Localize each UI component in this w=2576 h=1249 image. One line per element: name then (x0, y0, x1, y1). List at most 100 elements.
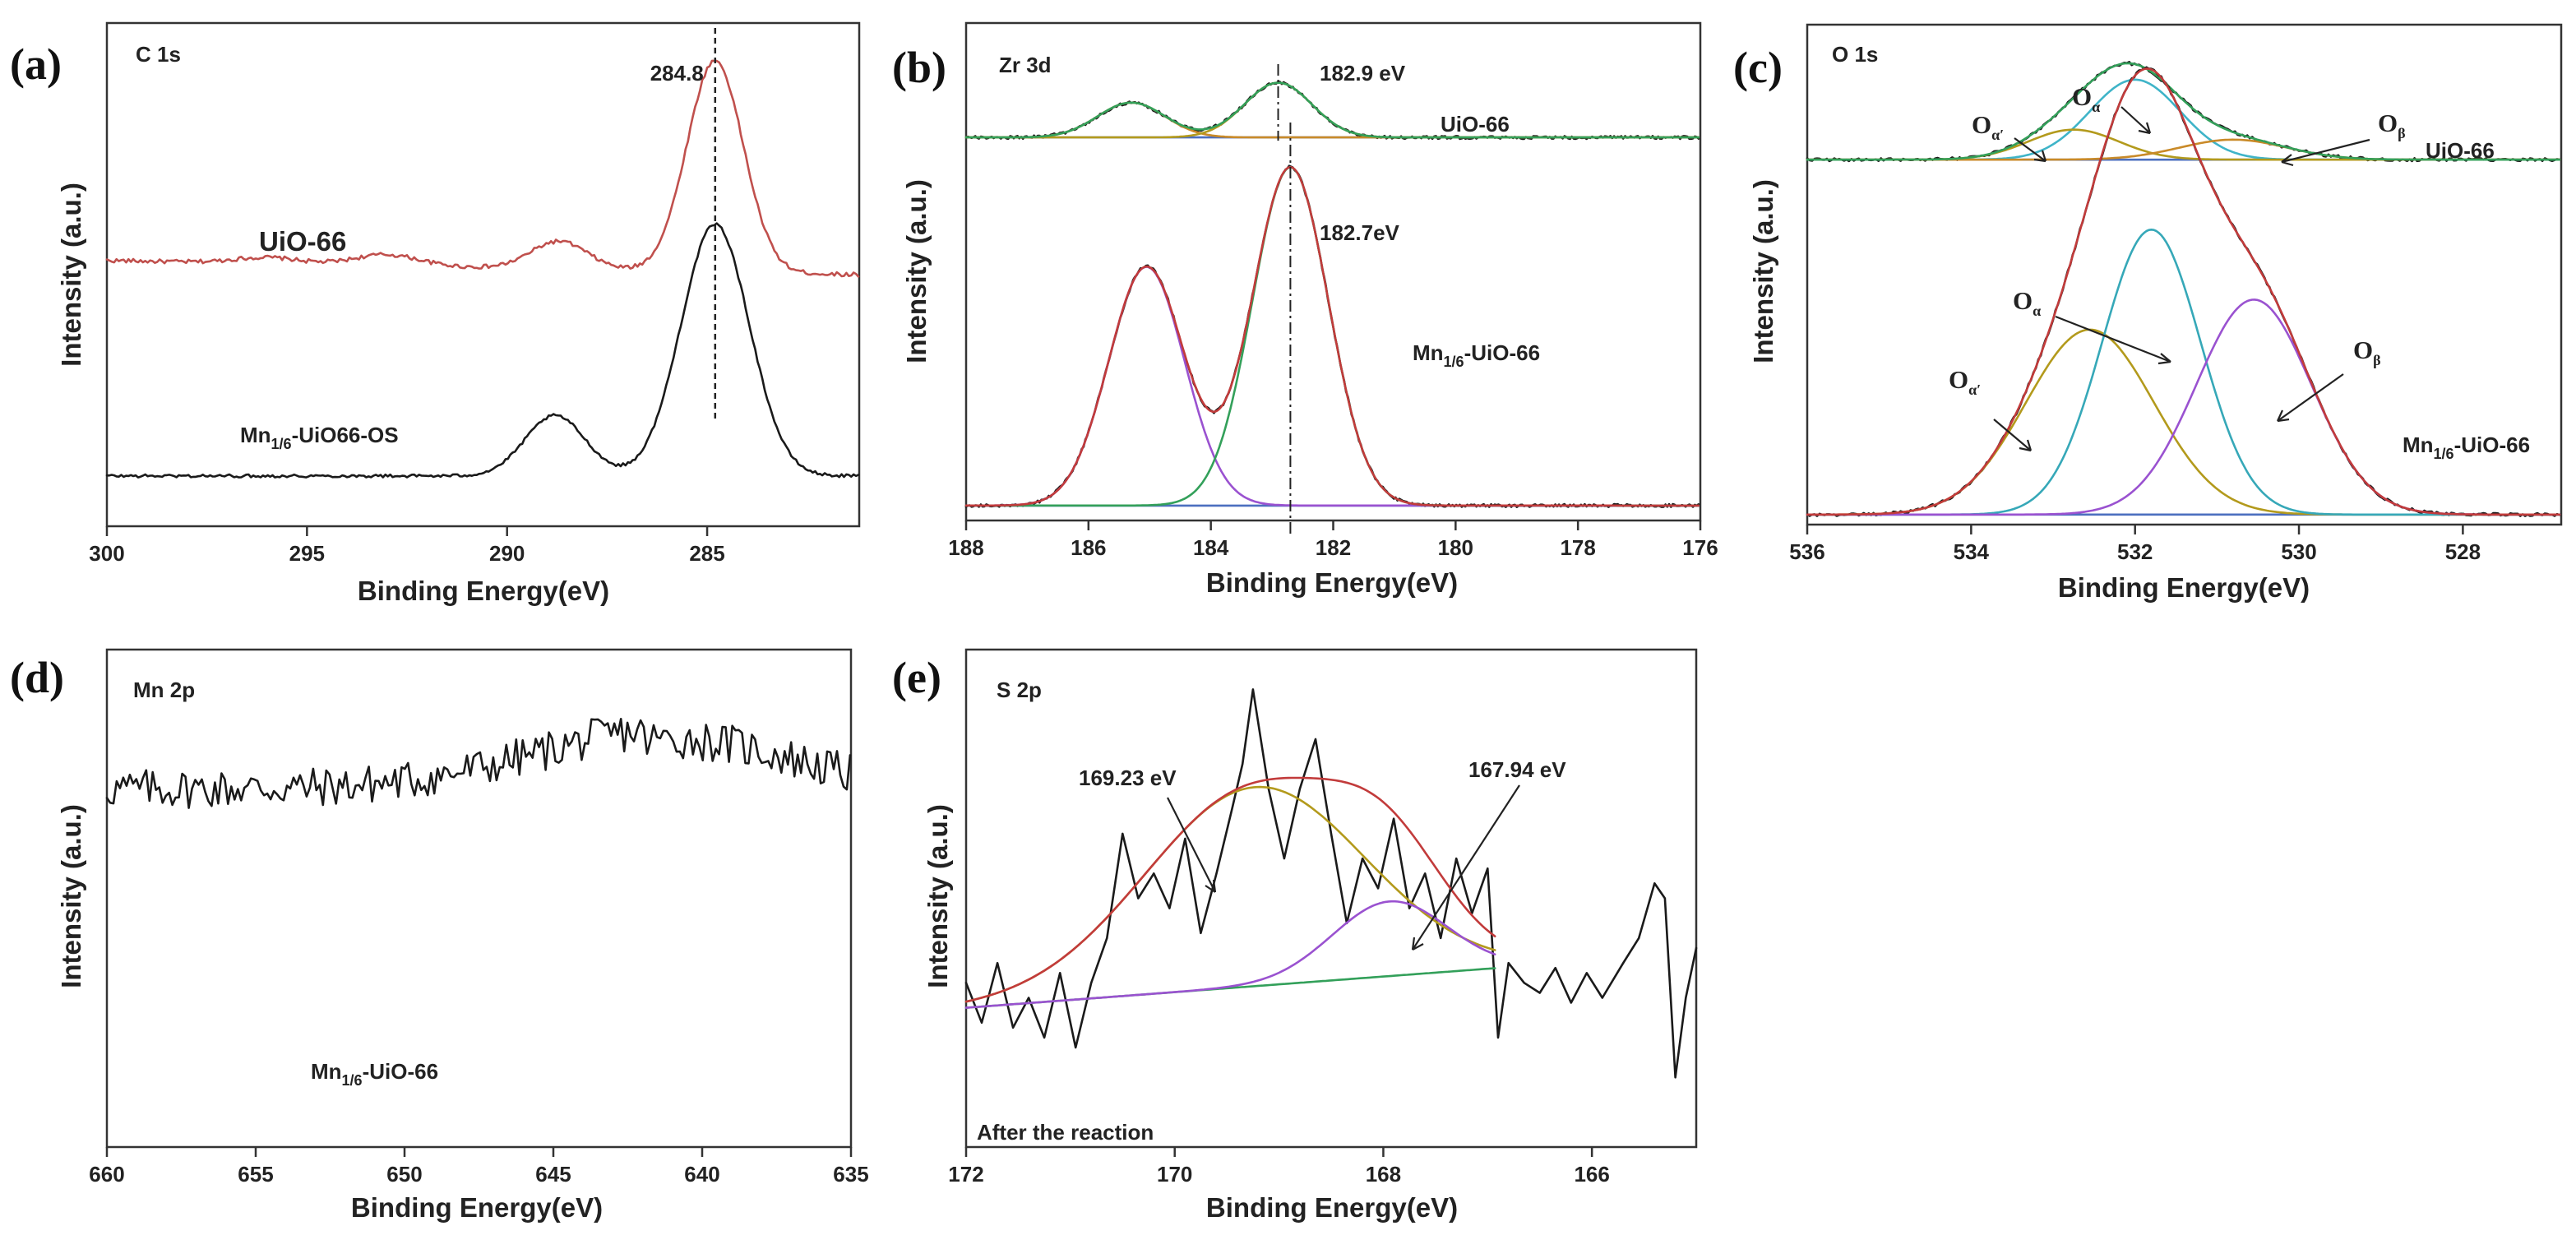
series-label-uio66-b: UiO-66 (1441, 112, 1510, 136)
fit-envelope-0-b (964, 81, 1700, 139)
x-tick-label-b-5: 178 (1560, 535, 1595, 560)
x-tick-label-b-4: 180 (1438, 535, 1473, 560)
y-axis-title-a: Intensity (a.u.) (56, 183, 86, 367)
x-tick-label-e-2: 168 (1366, 1162, 1401, 1187)
panel-label-b: (b) (892, 43, 946, 92)
series-label-mn-c: Mn1/6-UiO-66 (2403, 433, 2530, 462)
x-axis-title-e: Binding Energy(eV) (1206, 1192, 1458, 1223)
plot-frame-b (964, 21, 1702, 522)
x-tick-label-e-3: 166 (1574, 1162, 1609, 1187)
x-tick-label-d-1: 655 (238, 1162, 273, 1187)
x-tick-label-d-4: 640 (684, 1162, 719, 1187)
sample-label-d: Mn1/6-UiO-66 (311, 1059, 438, 1089)
peak-label-167-94: 167.94 eV (1468, 757, 1566, 782)
plot-frame-d (105, 648, 853, 1149)
x-ticks-b: 188 186 184 182 180 178 176 (948, 520, 1718, 560)
fit-component-0-0-b (964, 101, 1700, 139)
x-ticks-d: 660 655 650 645 640 635 (89, 1147, 869, 1187)
fit-component-1-1-b (964, 166, 1700, 507)
label-oalpha-top: Oα (2072, 82, 2100, 115)
fit-envelope-1-c (1806, 67, 2561, 516)
series-line-0-a (105, 59, 860, 278)
fit-component-1-0-b (964, 266, 1700, 507)
x-tick-label-e-0: 172 (948, 1162, 983, 1187)
fit-component-1-0-c (1806, 328, 2561, 516)
fit-component-1-e (964, 900, 1496, 1009)
arrow-oalpha-top (2120, 106, 2151, 134)
x-ticks-e: 172 170 168 166 (948, 1147, 1610, 1187)
panel-label-d: (d) (10, 653, 64, 702)
x-tick-label-a-3: 285 (689, 541, 724, 566)
x-tick-label-c-1: 534 (1954, 539, 1990, 564)
x-tick-label-d-2: 650 (386, 1162, 422, 1187)
arrowhead-oalpha-prime-top (2033, 150, 2047, 163)
label-oalpha-bottom: Oα (2013, 286, 2041, 319)
x-ticks-c: 536 534 532 530 528 (1789, 525, 2481, 564)
x-tick-label-d-0: 660 (89, 1162, 124, 1187)
peak-label-169-23: 169.23 eV (1079, 766, 1177, 790)
curves-c (1806, 61, 2561, 517)
x-tick-label-c-4: 528 (2445, 539, 2481, 564)
y-axis-title-c: Intensity (a.u.) (1748, 179, 1778, 363)
x-axis-title-c: Binding Energy(eV) (2058, 572, 2310, 603)
component-arrows-c (1993, 106, 2370, 452)
x-tick-label-b-0: 188 (948, 535, 983, 560)
y-axis-title-b: Intensity (a.u.) (901, 179, 932, 363)
x-tick-label-a-0: 300 (89, 541, 124, 566)
arrowhead-oalpha-prime-bottom (2019, 439, 2033, 452)
fit-envelope-0-c (1806, 62, 2561, 161)
x-axis-title-a: Binding Energy(eV) (358, 576, 609, 606)
panel-a: (a) C 1s 300 295 290 285 284.8 UiO-66 Mn1/6… (10, 21, 861, 606)
arrow-obeta-top (2281, 138, 2370, 164)
panel-e: (e) S 2p 172 170 168 166 169.23 eV 167.94 e… (892, 648, 1698, 1223)
x-tick-label-a-2: 290 (489, 541, 525, 566)
plot-frame-c (1806, 23, 2563, 526)
peak-label-mn-b: 182.7eV (1320, 220, 1400, 245)
label-obeta-top: Oβ (2378, 109, 2406, 141)
x-axis-title-b: Binding Energy(eV) (1206, 567, 1458, 598)
x-tick-label-b-2: 184 (1193, 535, 1229, 560)
curves-a (105, 59, 860, 479)
label-oalpha-prime-top: Oα′ (1972, 110, 2004, 143)
chart-title-e: S 2p (997, 678, 1042, 702)
label-oalpha-prime-bottom: Oα′ (1949, 365, 1981, 398)
curves-b (964, 80, 1700, 508)
x-tick-label-c-3: 530 (2281, 539, 2316, 564)
subtitle-e: After the reaction (977, 1120, 1154, 1145)
fit-envelope-1-b (964, 166, 1700, 507)
y-axis-title-e: Intensity (a.u.) (923, 804, 953, 988)
x-tick-label-d-3: 645 (535, 1162, 571, 1187)
plot-frame-e (964, 648, 1698, 1149)
panel-c: (c) O 1s 536 534 532 530 528 Oα′ Oα Oβ UiO-6… (1733, 23, 2563, 603)
peak-marker-label-a: 284.8 (650, 61, 704, 86)
raw-data-0-b (964, 80, 1700, 141)
arrowhead-169-23 (1205, 879, 1217, 893)
series-label-uio66-c: UiO-66 (2426, 138, 2495, 163)
x-tick-label-c-0: 536 (1789, 539, 1824, 564)
chart-title-b: Zr 3d (999, 53, 1052, 77)
panel-label-c: (c) (1733, 43, 1783, 92)
chart-title-d: Mn 2p (133, 678, 195, 702)
panel-label-a: (a) (10, 39, 62, 89)
x-tick-label-a-1: 295 (289, 541, 325, 566)
x-tick-label-d-5: 635 (833, 1162, 868, 1187)
panel-label-e: (e) (892, 653, 941, 702)
series-label-mn-a: Mn1/6-UiO66-OS (240, 423, 399, 452)
x-tick-label-e-1: 170 (1157, 1162, 1192, 1187)
annotation-arrows-e (1167, 784, 1520, 951)
arrow-oalpha-prime-top (2014, 137, 2046, 162)
plot-frame-a (105, 21, 861, 528)
curves-d (105, 718, 852, 809)
series-line-d (105, 718, 852, 809)
arrow-oalpha-prime-bottom (1993, 419, 2032, 451)
chart-title-a: C 1s (136, 42, 181, 67)
curves-e (964, 688, 1698, 1079)
x-tick-label-b-6: 176 (1682, 535, 1718, 560)
x-tick-label-c-2: 532 (2117, 539, 2153, 564)
x-tick-label-b-1: 186 (1071, 535, 1106, 560)
arrow-167-94 (1412, 784, 1520, 951)
arrowhead-obeta-top (2281, 154, 2294, 167)
arrowhead-oalpha-bottom (2157, 353, 2171, 365)
arrow-oalpha-bottom (2055, 315, 2171, 363)
arrow-obeta-bottom (2277, 373, 2344, 422)
